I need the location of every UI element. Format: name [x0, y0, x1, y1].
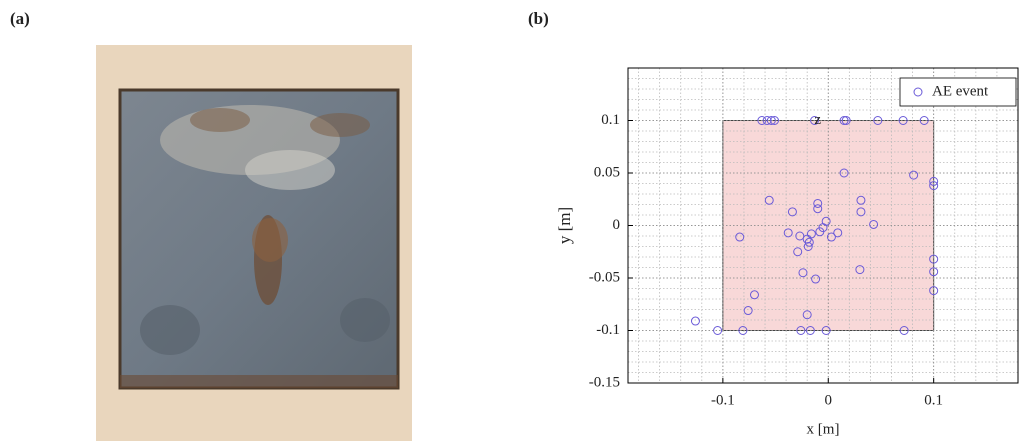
- point: [909, 170, 919, 180]
- point: [899, 326, 909, 335]
- point: [802, 310, 812, 320]
- point: [735, 232, 745, 242]
- point: [806, 229, 816, 239]
- y-tick-label: 0: [613, 217, 621, 233]
- x-axis-label: x [m]: [807, 421, 840, 437]
- point: [826, 232, 836, 242]
- point: [813, 204, 823, 214]
- point: [795, 231, 805, 241]
- point: [856, 207, 866, 217]
- point: [821, 326, 831, 335]
- point: [787, 207, 797, 217]
- point: [770, 116, 780, 125]
- legend-label: AE event: [932, 83, 989, 99]
- point: [841, 116, 851, 125]
- y-tick-label: -0.05: [589, 269, 620, 285]
- point: [796, 326, 806, 335]
- point: [839, 168, 849, 178]
- point: [919, 116, 929, 125]
- point: [757, 116, 767, 125]
- point: [813, 198, 823, 208]
- point: [764, 195, 774, 205]
- plot: -0.1 0 0.1 -0.15 -0.1 -0.05 0 0.05 0.1 x [m] y [m]…: [555, 67, 1019, 437]
- panel-label: (b): [528, 9, 549, 28]
- point: [743, 306, 753, 316]
- point: [804, 237, 814, 247]
- point: [815, 227, 825, 237]
- point: [856, 195, 866, 205]
- point: [810, 116, 820, 125]
- point: [798, 268, 808, 278]
- y-tick-label: -0.1: [596, 322, 620, 338]
- point: [713, 326, 723, 335]
- point: [738, 326, 748, 335]
- point: [811, 274, 821, 284]
- point: [929, 286, 939, 296]
- point: [898, 116, 908, 125]
- point: [821, 216, 831, 226]
- point: [929, 176, 939, 186]
- point: [793, 247, 803, 257]
- panel-label: (a): [10, 9, 30, 28]
- point: [749, 290, 759, 300]
- axes-box: [627, 67, 1019, 384]
- legend-box: [899, 77, 1017, 107]
- annotation: z: [814, 112, 821, 128]
- point: [929, 181, 939, 191]
- photo: [96, 45, 412, 441]
- x-tick-label: -0.1: [711, 392, 735, 408]
- point: [839, 116, 849, 125]
- legend-symbol: [913, 87, 923, 97]
- y-axis-label: y [m]: [555, 207, 574, 244]
- x-tick-label: 0: [825, 392, 833, 408]
- point: [762, 116, 772, 125]
- x-tick-label: 0.1: [924, 392, 943, 408]
- point: [929, 254, 939, 264]
- y-tick-label: -0.15: [589, 374, 620, 390]
- point: [929, 267, 939, 277]
- point: [690, 316, 700, 326]
- point: [766, 116, 776, 125]
- point: [805, 326, 815, 335]
- point: [869, 219, 879, 229]
- y-tick-label: 0.05: [594, 164, 620, 180]
- point: [803, 242, 813, 251]
- point: [855, 265, 865, 275]
- y-tick-label: 0.1: [601, 112, 620, 128]
- point: [783, 228, 793, 238]
- point: [873, 116, 883, 125]
- point: [833, 228, 843, 238]
